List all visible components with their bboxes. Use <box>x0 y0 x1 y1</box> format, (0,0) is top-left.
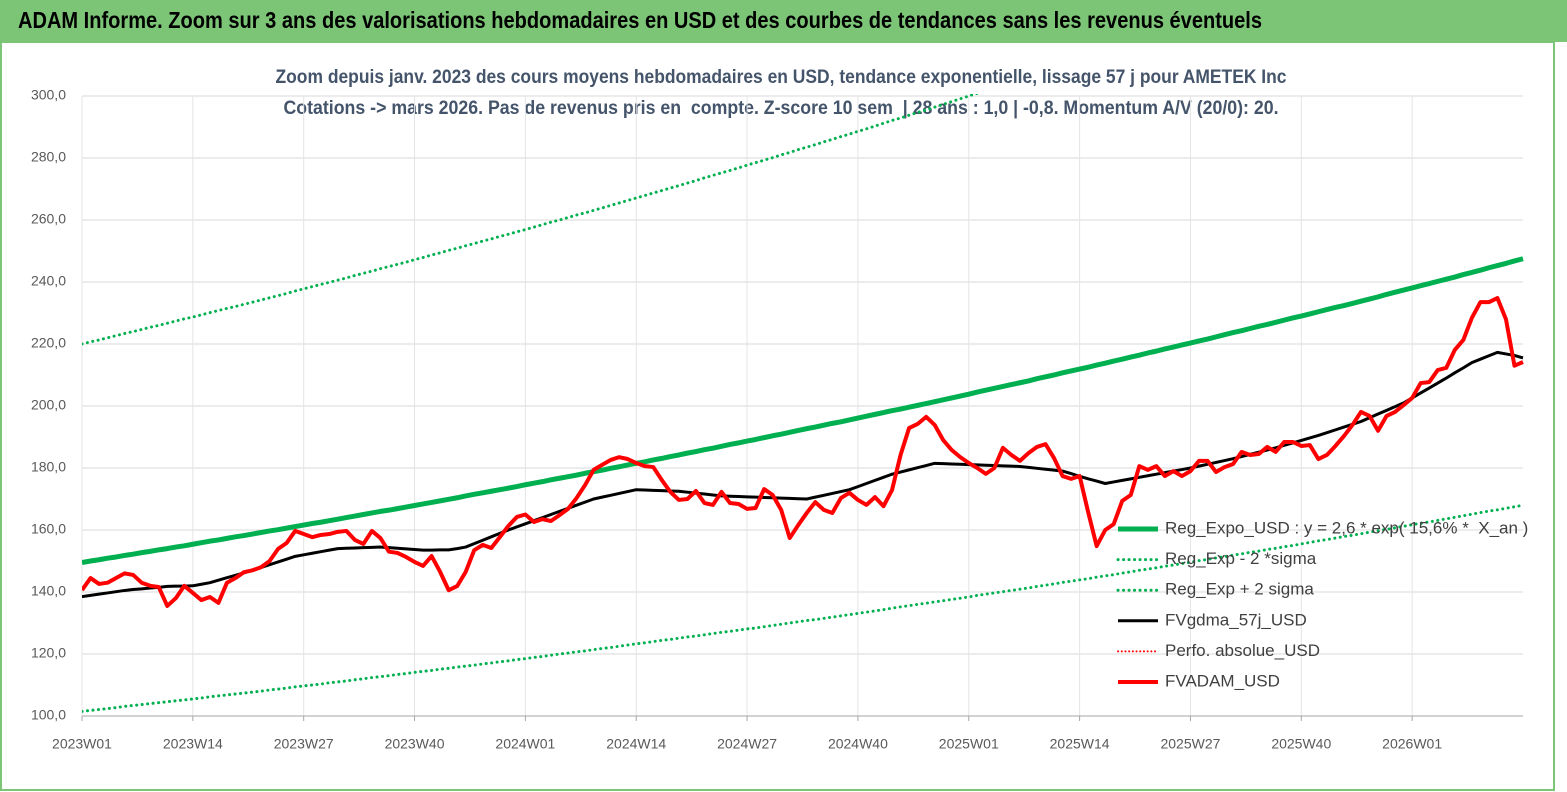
series-line <box>82 256 1524 566</box>
plot-area <box>82 94 1524 713</box>
x-tick-label: 2025W14 <box>1050 736 1110 752</box>
x-tick-label: 2023W01 <box>52 736 112 752</box>
y-tick-label: 240,0 <box>31 273 66 289</box>
chart-subtitle: Zoom depuis janv. 2023 des cours moyens … <box>276 67 1287 88</box>
y-tick-label: 300,0 <box>31 87 66 103</box>
legend-label: Perfo. absolue_USD <box>1165 641 1320 660</box>
chart-title: ADAM Informe. Zoom sur 3 ans des valoris… <box>18 7 1262 33</box>
axes: 100,0 120,0 140,0 160,0 180,0 200,0 220,0 240,0… <box>31 87 1523 752</box>
series-line <box>82 94 980 346</box>
y-tick-label: 140,0 <box>31 583 66 599</box>
x-tick-label: 2024W14 <box>606 736 666 752</box>
y-tick-label: 280,0 <box>31 149 66 165</box>
y-tick-label: 180,0 <box>31 459 66 475</box>
x-tick-label: 2023W27 <box>274 736 334 752</box>
chart-frame <box>0 41 1555 791</box>
x-tick-label: 2025W40 <box>1271 736 1331 752</box>
legend-label: FVADAM_USD <box>1165 671 1280 690</box>
y-tick-label: 120,0 <box>31 645 66 661</box>
legend: Reg_Expo_USD : y = 2,6 * exp( 15,6% * X_… <box>1116 518 1528 690</box>
legend-label: FVgdma_57j_USD <box>1165 610 1307 629</box>
x-tick-label: 2023W40 <box>385 736 445 752</box>
y-tick-label: 100,0 <box>31 707 66 723</box>
x-tick-label: 2025W01 <box>939 736 999 752</box>
legend-label: Reg_Exp - 2 *sigma <box>1165 549 1317 568</box>
y-tick-label: 160,0 <box>31 521 66 537</box>
x-tick-label: 2024W01 <box>495 736 555 752</box>
legend-label: Reg_Expo_USD : y = 2,6 * exp( 15,6% * X_… <box>1165 518 1528 537</box>
header-bar <box>0 0 1567 42</box>
grid <box>81 95 1523 717</box>
y-tick-label: 200,0 <box>31 397 66 413</box>
y-tick-label: 260,0 <box>31 211 66 227</box>
x-tick-label: 2025W27 <box>1160 736 1220 752</box>
legend-label: Reg_Exp + 2 sigma <box>1165 580 1314 599</box>
x-tick-label: 2024W40 <box>828 736 888 752</box>
y-tick-label: 220,0 <box>31 335 66 351</box>
x-tick-label: 2026W01 <box>1382 736 1442 752</box>
x-tick-label: 2023W14 <box>163 736 223 752</box>
x-tick-label: 2024W27 <box>717 736 777 752</box>
series-line <box>82 503 1524 713</box>
chart-subtitle: Cotations -> mars 2026. Pas de revenus p… <box>284 98 1279 119</box>
series-line <box>82 296 1524 608</box>
